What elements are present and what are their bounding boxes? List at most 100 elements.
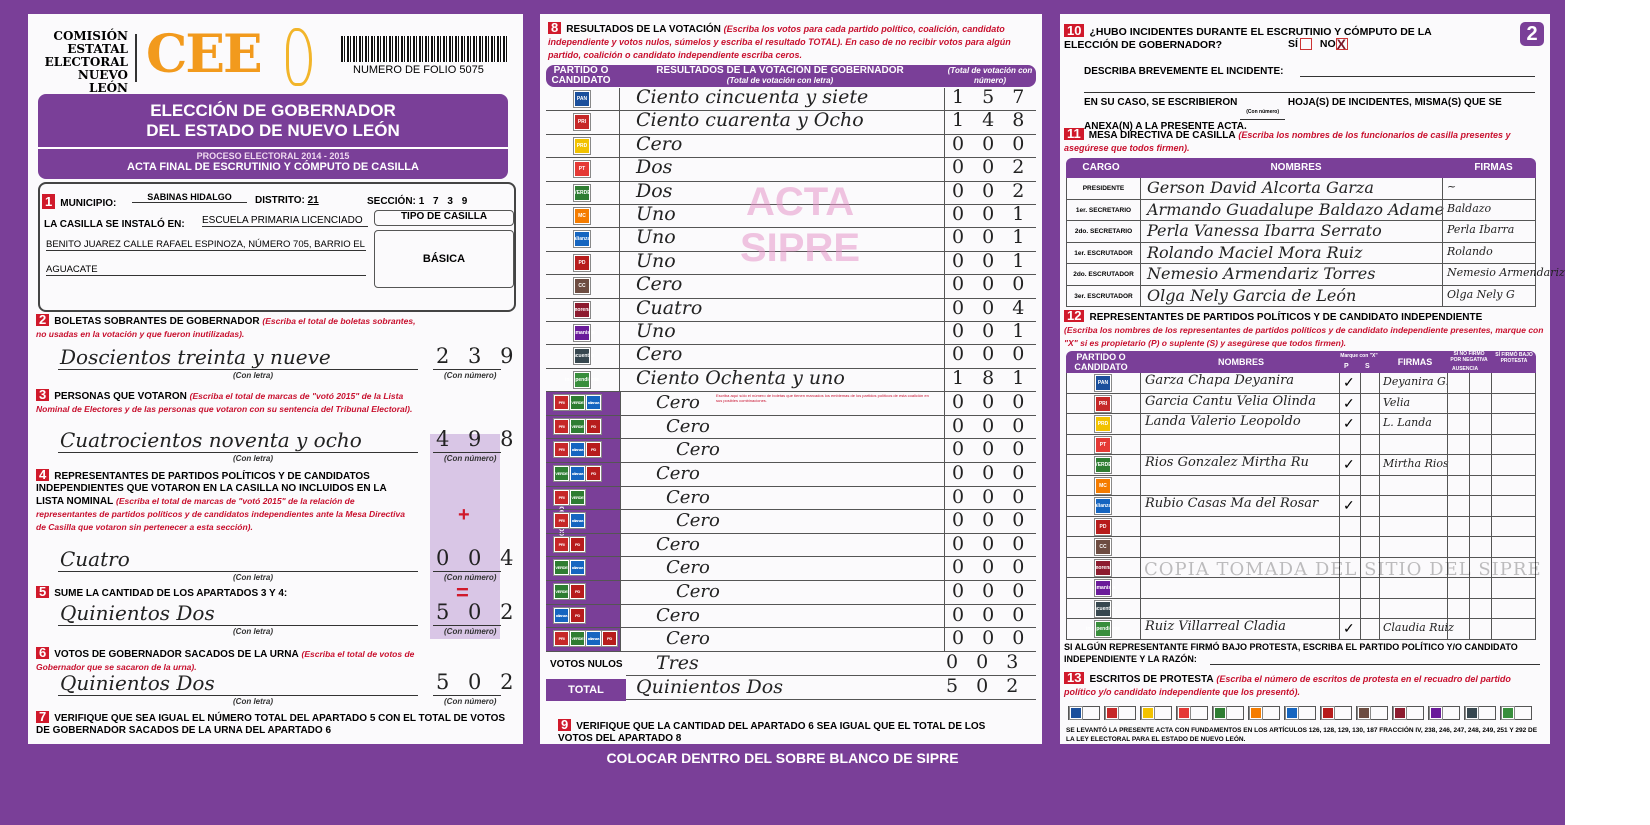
propietario-mark[interactable]: ✓: [1343, 415, 1355, 431]
s6-con-letra[interactable]: Quinientos Dos: [60, 671, 215, 695]
votos-con-numero[interactable]: 0 0 1: [952, 226, 1031, 249]
votos-con-numero[interactable]: 0 0 0: [952, 509, 1031, 532]
address-line1[interactable]: ESCUELA PRIMARIA LICENCIADO: [202, 215, 368, 227]
rep-name[interactable]: Rios Gonzalez Mirtha Ru: [1145, 455, 1309, 470]
distrito-value[interactable]: 21: [307, 195, 319, 206]
describe-line[interactable]: [1300, 76, 1535, 77]
propietario-mark[interactable]: ✓: [1343, 620, 1355, 636]
rep-name[interactable]: Rubio Casas Ma del Rosar: [1145, 496, 1319, 511]
protesta-box[interactable]: [1068, 706, 1100, 720]
votos-con-letra[interactable]: Uno: [636, 249, 676, 272]
s4-con-letra[interactable]: Cuatro: [60, 547, 130, 571]
propietario-mark[interactable]: ✓: [1343, 497, 1355, 513]
rep-signature[interactable]: L. Landa: [1383, 416, 1432, 429]
no-checkbox[interactable]: X: [1335, 36, 1348, 53]
votos-con-numero[interactable]: 0 0 0: [952, 462, 1031, 484]
total-con-letra[interactable]: Quinientos Dos: [636, 675, 783, 698]
votos-con-letra[interactable]: Uno: [636, 226, 676, 249]
protesta-box[interactable]: [1284, 706, 1316, 720]
votos-con-letra[interactable]: Uno: [636, 203, 676, 225]
votos-con-letra[interactable]: Ciento Ochenta y uno: [636, 366, 845, 389]
votos-con-numero[interactable]: 0 0 0: [952, 556, 1031, 579]
protesta-box[interactable]: [1500, 706, 1532, 720]
votos-con-letra[interactable]: Cero: [666, 486, 710, 508]
si-checkbox[interactable]: [1299, 38, 1312, 51]
protesta-line[interactable]: [1210, 664, 1540, 665]
protesta-box[interactable]: [1104, 706, 1136, 720]
total-con-numero[interactable]: 5 0 2: [946, 674, 1025, 697]
municipio-value[interactable]: SABINAS HIDALGO: [132, 192, 247, 203]
votos-con-numero[interactable]: 0 0 0: [952, 603, 1031, 626]
votos-con-numero[interactable]: 0 0 1: [952, 203, 1031, 225]
votos-con-letra[interactable]: Ciento cuarenta y Ocho: [636, 109, 864, 132]
hojas-count-field[interactable]: (Con número): [1240, 105, 1286, 120]
votos-con-numero[interactable]: 0 0 0: [952, 343, 1031, 366]
protesta-box[interactable]: [1176, 706, 1208, 720]
votos-con-numero[interactable]: 1 5 7: [952, 86, 1031, 108]
seccion-value[interactable]: 1 7 3 9: [418, 196, 471, 207]
s3-con-letra[interactable]: Cuatrocientos noventa y ocho: [60, 428, 362, 452]
votos-con-numero[interactable]: 0 0 0: [952, 391, 1031, 414]
protesta-box[interactable]: [1464, 706, 1496, 720]
rep-name[interactable]: Ruiz Villarreal Cladia: [1145, 619, 1286, 634]
funcionario-name[interactable]: Gerson David Alcorta Garza: [1147, 178, 1374, 197]
propietario-mark[interactable]: ✓: [1343, 374, 1355, 390]
votos-con-letra[interactable]: Cero: [676, 510, 720, 532]
votos-con-letra[interactable]: Cero: [666, 415, 710, 437]
rep-signature[interactable]: Deyanira G.: [1383, 375, 1449, 388]
nulos-con-letra[interactable]: Tres: [656, 651, 699, 674]
votos-con-letra[interactable]: Cero: [656, 392, 700, 414]
funcionario-signature[interactable]: Baldazo: [1447, 201, 1492, 215]
protesta-box[interactable]: [1428, 706, 1460, 720]
votos-con-numero[interactable]: 0 0 0: [952, 580, 1031, 602]
protesta-box[interactable]: [1320, 706, 1352, 720]
votos-con-letra[interactable]: Cero: [636, 343, 683, 366]
protesta-box[interactable]: [1248, 706, 1280, 720]
votos-con-numero[interactable]: 1 4 8: [952, 109, 1031, 132]
rep-name[interactable]: Garza Chapa Deyanira: [1145, 373, 1295, 388]
votos-con-letra[interactable]: Cero: [636, 273, 683, 296]
votos-con-letra[interactable]: Cero: [656, 463, 700, 484]
votos-con-numero[interactable]: 0 0 0: [952, 414, 1031, 437]
address-line3[interactable]: AGUACATE: [46, 264, 366, 276]
address-line2[interactable]: BENITO JUAREZ CALLE RAFAEL ESPINOZA, NÚM…: [46, 239, 366, 251]
propietario-mark[interactable]: ✓: [1343, 456, 1355, 472]
votos-con-letra[interactable]: Cero: [656, 533, 700, 555]
votos-con-letra[interactable]: Cero: [636, 132, 683, 155]
votos-con-letra[interactable]: Dos: [636, 179, 673, 202]
protesta-box[interactable]: [1212, 706, 1244, 720]
votos-con-letra[interactable]: Cero: [666, 628, 710, 650]
s4-con-numero[interactable]: 0 0 4: [436, 546, 520, 570]
s6-con-numero[interactable]: 5 0 2: [436, 670, 520, 694]
rep-signature[interactable]: Claudia Ruiz: [1383, 621, 1454, 634]
funcionario-name[interactable]: Nemesio Armendariz Torres: [1147, 264, 1376, 283]
votos-con-numero[interactable]: 0 0 2: [952, 156, 1031, 179]
tipo-casilla-value[interactable]: BÁSICA: [374, 230, 514, 288]
votos-con-letra[interactable]: Dos: [636, 156, 673, 179]
votos-con-letra[interactable]: Cero: [676, 581, 720, 602]
s5-con-letra[interactable]: Quinientos Dos: [60, 601, 215, 625]
votos-con-numero[interactable]: 0 0 0: [952, 532, 1031, 555]
rep-signature[interactable]: Velia: [1383, 395, 1411, 409]
votos-con-numero[interactable]: 0 0 4: [952, 296, 1031, 319]
rep-signature[interactable]: Mirtha Rios: [1383, 457, 1449, 470]
s2-con-numero[interactable]: 2 3 9: [436, 344, 520, 368]
funcionario-signature[interactable]: Rolando: [1447, 244, 1493, 258]
funcionario-name[interactable]: Olga Nely Garcia de León: [1147, 285, 1357, 305]
funcionario-name[interactable]: Perla Vanessa Ibarra Serrato: [1147, 221, 1382, 240]
votos-con-numero[interactable]: 0 0 0: [952, 273, 1031, 296]
describe-line[interactable]: [1084, 92, 1535, 93]
votos-con-letra[interactable]: Cuatro: [636, 296, 703, 319]
protesta-box[interactable]: [1392, 706, 1424, 720]
funcionario-name[interactable]: Rolando Maciel Mora Ruiz: [1147, 242, 1363, 262]
funcionario-signature[interactable]: Olga Nely G: [1447, 287, 1515, 301]
funcionario-name[interactable]: Armando Guadalupe Baldazo Adame: [1147, 199, 1445, 219]
votos-con-letra[interactable]: Ciento cincuenta y siete: [636, 86, 869, 108]
protesta-box[interactable]: [1356, 706, 1388, 720]
funcionario-signature[interactable]: Nemesio Armendariz: [1447, 266, 1565, 279]
votos-con-numero[interactable]: 0 0 0: [952, 485, 1031, 508]
protesta-box[interactable]: [1140, 706, 1172, 720]
propietario-mark[interactable]: ✓: [1343, 394, 1355, 411]
votos-con-letra[interactable]: Uno: [636, 320, 676, 342]
rep-name[interactable]: Garcia Cantu Velia Olinda: [1145, 393, 1316, 409]
